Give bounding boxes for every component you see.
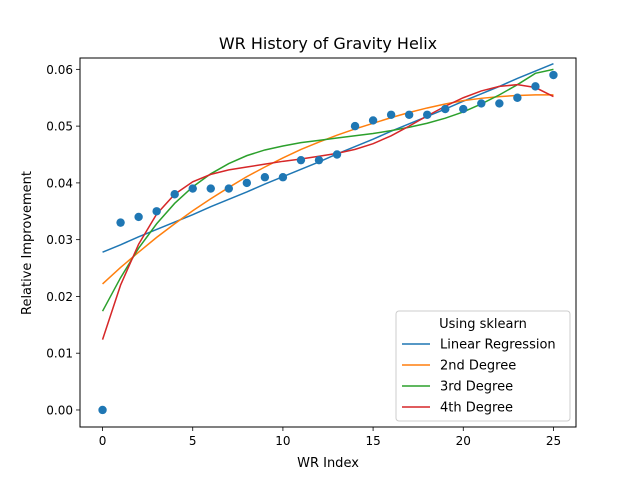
data-point: [513, 93, 522, 102]
data-point: [332, 150, 342, 159]
x-axis-label: WR Index: [297, 456, 359, 471]
legend-entry-label: 2nd Degree: [440, 359, 516, 374]
legend-entry-label: 3rd Degree: [440, 380, 513, 395]
data-point: [224, 184, 233, 193]
data-point: [242, 178, 252, 188]
y-tick-label: 0.04: [46, 176, 73, 190]
x-tick-label: 25: [546, 434, 561, 448]
y-tick-label: 0.06: [46, 63, 73, 77]
data-point: [368, 116, 378, 125]
data-point: [549, 70, 558, 80]
y-ticks: 0.00 0.01 0.02 0.03 0.04 0.05 0.06: [46, 63, 80, 417]
y-tick-label: 0.01: [46, 347, 73, 361]
data-point: [495, 99, 504, 108]
data-point: [296, 155, 306, 165]
y-tick-label: 0.00: [46, 403, 73, 417]
legend-box: [395, 310, 571, 422]
data-point: [531, 82, 540, 91]
axes-frame: [79, 57, 577, 428]
data-point: [459, 104, 468, 114]
data-point: [152, 207, 161, 216]
data-point: [423, 110, 432, 119]
x-tick-label: 15: [365, 434, 380, 448]
y-tick-label: 0.02: [46, 290, 73, 304]
x-tick-label: 5: [189, 434, 197, 448]
data-point: [188, 184, 197, 193]
data-point: [206, 184, 215, 193]
data-point: [170, 190, 179, 199]
data-point: [260, 173, 270, 182]
x-tick-label: 20: [456, 434, 471, 448]
y-tick-label: 0.03: [46, 233, 73, 247]
data-points: [98, 70, 558, 415]
chart-title: WR History of Gravity Helix: [219, 34, 437, 53]
data-point: [98, 405, 107, 415]
data-point: [278, 173, 288, 182]
x-tick-label: 10: [275, 434, 290, 448]
data-point: [404, 110, 414, 119]
x-tick-label: 0: [99, 434, 107, 448]
y-axis-label: Relative Improvement: [20, 171, 35, 315]
data-point: [350, 121, 360, 131]
data-point: [441, 104, 450, 114]
legend-entry-label: 4th Degree: [440, 401, 513, 416]
data-point: [386, 110, 396, 119]
data-point: [134, 212, 143, 222]
legend: Using sklearn Linear Regression 2nd Degre…: [395, 310, 571, 422]
data-point: [116, 218, 125, 227]
data-point: [477, 99, 486, 108]
legend-title: Using sklearn: [439, 317, 527, 332]
data-point: [314, 155, 324, 165]
x-ticks: 0 5 10 15 20 25: [99, 427, 561, 448]
legend-entry-label: Linear Regression: [440, 338, 556, 353]
y-tick-label: 0.05: [46, 120, 73, 134]
